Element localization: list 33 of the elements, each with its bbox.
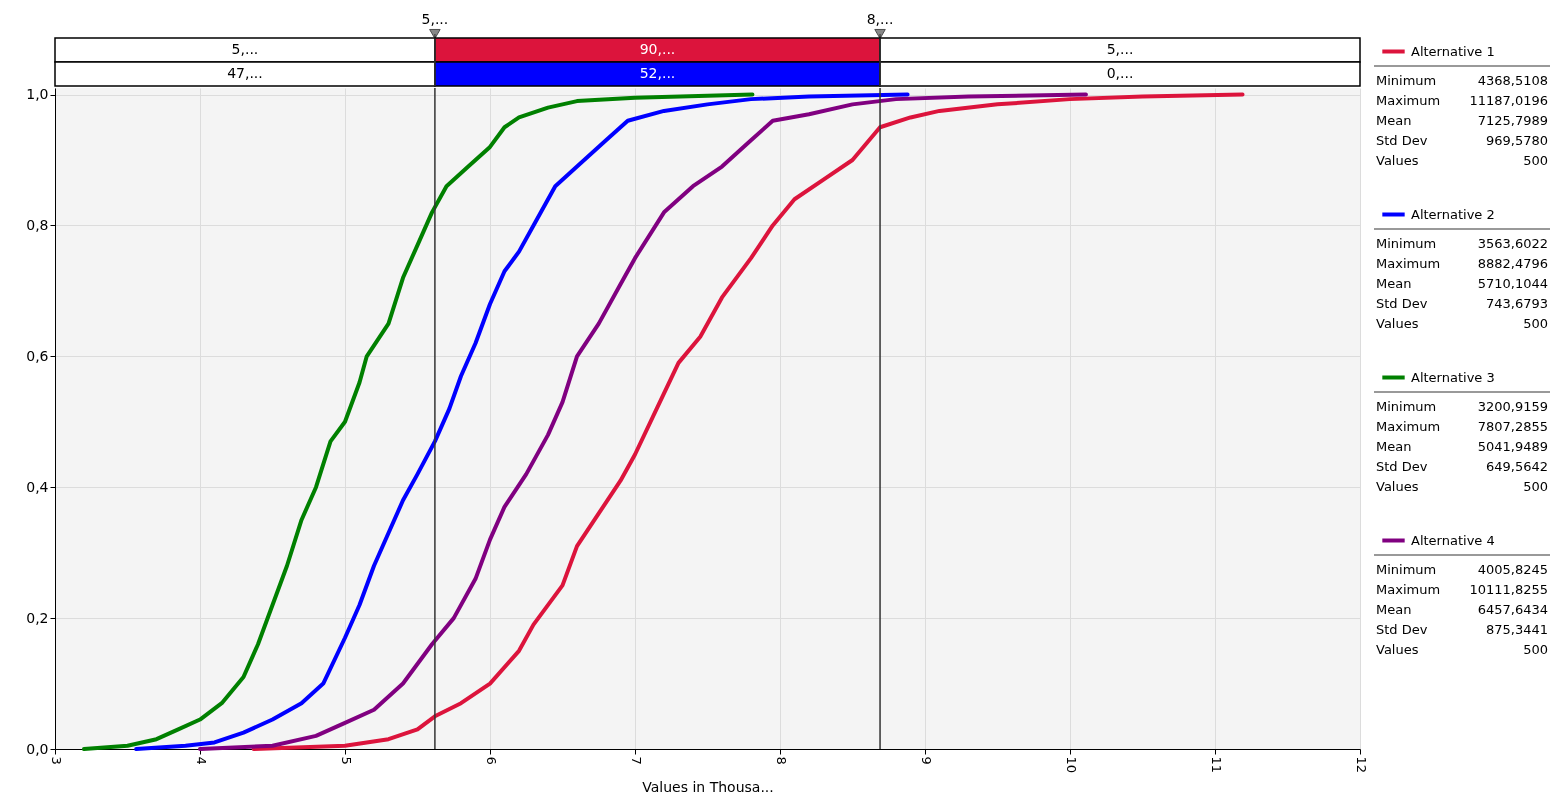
text: 47,... — [227, 65, 263, 81]
legend-label: Alternative 4 — [1411, 532, 1495, 548]
y-tick-label: 0,0 — [26, 740, 49, 757]
x-axis-title: Values in Thousa... — [642, 779, 774, 796]
text: 5,... — [231, 41, 259, 57]
x-tick-label: 12 — [1353, 756, 1369, 774]
y-tick-label: 0,6 — [26, 347, 49, 364]
y-tick-label: 0,8 — [26, 216, 49, 233]
text: 5,... — [1106, 41, 1134, 57]
x-tick-label: 7 — [628, 756, 644, 765]
text: 52,... — [639, 65, 676, 81]
text: 90,... — [639, 41, 676, 57]
x-tick-label: 5 — [338, 756, 354, 765]
x-tick-label: 10 — [1063, 756, 1079, 774]
x-tick-label: 3 — [48, 756, 64, 765]
x-tick-label: 9 — [918, 756, 934, 765]
legend-label: Alternative 1 — [1411, 43, 1495, 59]
statistics-table: Minimum 3563,6022 Maximum 8882,4796 Mean 5710,1044 Std Dev 743,6793 Values 500 — [1374, 227, 1550, 334]
annotation: 8,... — [866, 11, 894, 27]
statistics-table: Minimum 3200,9159 Maximum 7807,2855 Mean 5041,9489 Std Dev 649,5642 Values 500 — [1374, 390, 1550, 497]
y-tick-label: 0,2 — [26, 609, 49, 626]
x-tick-label: 6 — [483, 756, 499, 765]
y-tick-label: 0,4 — [26, 478, 49, 495]
text: 0,... — [1106, 65, 1134, 81]
legend-label: Alternative 2 — [1411, 206, 1495, 222]
annotation: 5,... — [421, 11, 449, 27]
statistics-table: Minimum 4005,8245 Maximum 10111,8255 Mean 6457,6434 Std Dev 875,3441 Values 500 — [1374, 553, 1550, 660]
x-tick-label: 4 — [193, 756, 209, 765]
statistics-table: Minimum 4368,5108 Maximum 11187,0196 Mean 7125,7989 Std Dev 969,5780 Values 500 — [1374, 64, 1550, 171]
y-tick-label: 1,0 — [26, 86, 49, 103]
x-tick-label: 11 — [1208, 756, 1224, 774]
legend-label: Alternative 3 — [1411, 369, 1495, 385]
x-tick-label: 8 — [773, 756, 789, 765]
